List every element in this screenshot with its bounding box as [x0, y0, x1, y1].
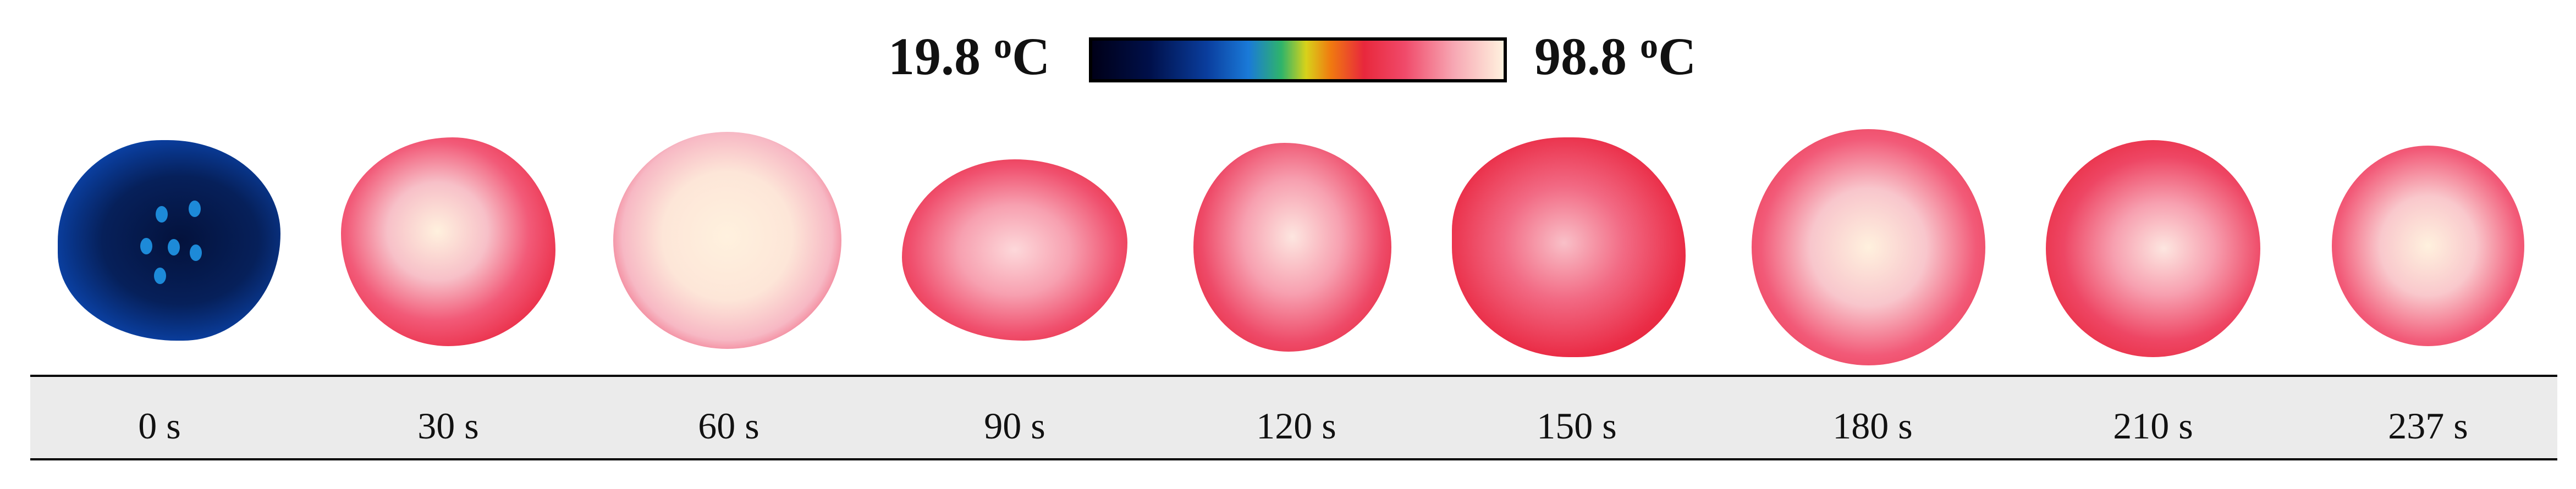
thermal-image-90s	[902, 159, 1127, 341]
time-label: 60 s	[698, 405, 759, 447]
thermal-image-60s	[613, 132, 841, 349]
thermal-image-0s	[58, 140, 280, 341]
time-label: 150 s	[1537, 405, 1617, 447]
cold-spot	[190, 244, 202, 261]
time-label: 210 s	[2113, 405, 2193, 447]
unit-label: C	[1658, 27, 1697, 86]
thermal-image-237s	[2332, 146, 2524, 346]
thermal-image-150s	[1452, 137, 1686, 357]
unit-label: C	[1012, 27, 1050, 86]
color-bar	[1089, 37, 1507, 82]
time-label: 0 s	[138, 405, 181, 447]
cold-spot	[156, 206, 168, 223]
scale-max-value: 98.8	[1534, 27, 1627, 86]
scale-min-value: 19.8	[888, 27, 981, 86]
time-label: 30 s	[417, 405, 479, 447]
degree-symbol: o	[994, 26, 1012, 66]
thermal-image-180s	[1752, 129, 1985, 365]
time-label: 90 s	[984, 405, 1045, 447]
scale-max-label: 98.8 oC	[1534, 27, 1697, 86]
thermal-image-210s	[2046, 140, 2260, 357]
cold-spot	[154, 268, 166, 284]
cold-spot	[189, 201, 201, 217]
temperature-scale: 19.8 oC 98.8 oC	[0, 0, 2576, 104]
time-label: 120 s	[1256, 405, 1336, 447]
thermal-image-30s	[341, 137, 555, 346]
degree-symbol: o	[1640, 26, 1658, 66]
time-axis-band: 0 s 30 s 60 s 90 s 120 s 150 s 180 s 210…	[30, 375, 2557, 460]
cold-spot	[140, 238, 152, 254]
time-label: 237 s	[2388, 405, 2468, 447]
scale-min-label: 19.8 oC	[888, 27, 1050, 86]
thermal-image-sequence	[0, 121, 2576, 368]
cold-spot	[168, 239, 180, 255]
thermal-image-120s	[1193, 143, 1391, 352]
time-label: 180 s	[1832, 405, 1913, 447]
